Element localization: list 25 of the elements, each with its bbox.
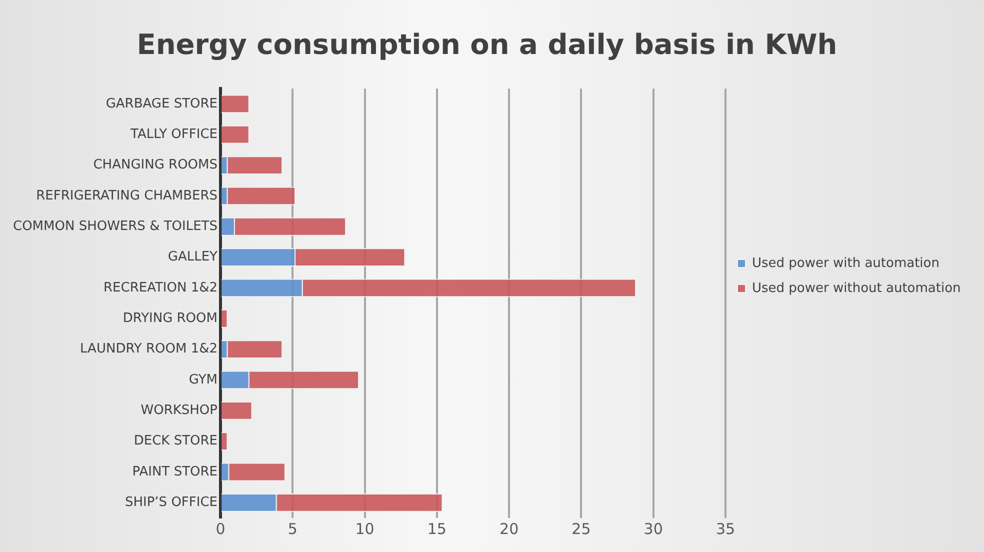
x-tick-label: 20 (500, 520, 519, 538)
y-tick-label: DRYING ROOM (122, 311, 218, 326)
y-tick-label: RECREATION 1&2 (104, 280, 218, 296)
y-tick-label: SHIP’S OFFICE (124, 495, 218, 510)
y-tick-label: LAUNDRY ROOM 1&2 (80, 342, 218, 357)
y-tick-label: WORKSHOP (140, 403, 218, 418)
y-tick-label: GYM (188, 372, 218, 388)
x-tick-label: 15 (427, 520, 446, 538)
y-tick-label: TALLY OFFICE (130, 126, 218, 142)
y-tick-label: DECK STORE (134, 434, 218, 449)
y-tick-label: PAINT STORE (132, 464, 218, 480)
x-tick-label: 25 (572, 520, 591, 538)
y-tick-label: GALLEY (168, 250, 218, 265)
y-tick-label: COMMON SHOWERS & TOILETS (12, 218, 218, 234)
chart-title: Energy consumption on a daily basis in KWh (136, 28, 838, 62)
x-tick-label: 0 (216, 520, 226, 538)
legend-label: Used power without automation (752, 280, 961, 296)
y-tick-label: GARBAGE STORE (106, 96, 218, 112)
x-tick-label: 10 (355, 520, 374, 538)
x-tick-label: 30 (644, 520, 663, 538)
x-tick-label: 5 (288, 520, 298, 538)
x-tick-label: 35 (716, 520, 736, 538)
y-tick-label: REFRIGERATING CHAMBERS (36, 188, 218, 204)
y-tick-label: CHANGING ROOMS (93, 158, 218, 173)
legend-label: Used power with automation (752, 256, 940, 271)
